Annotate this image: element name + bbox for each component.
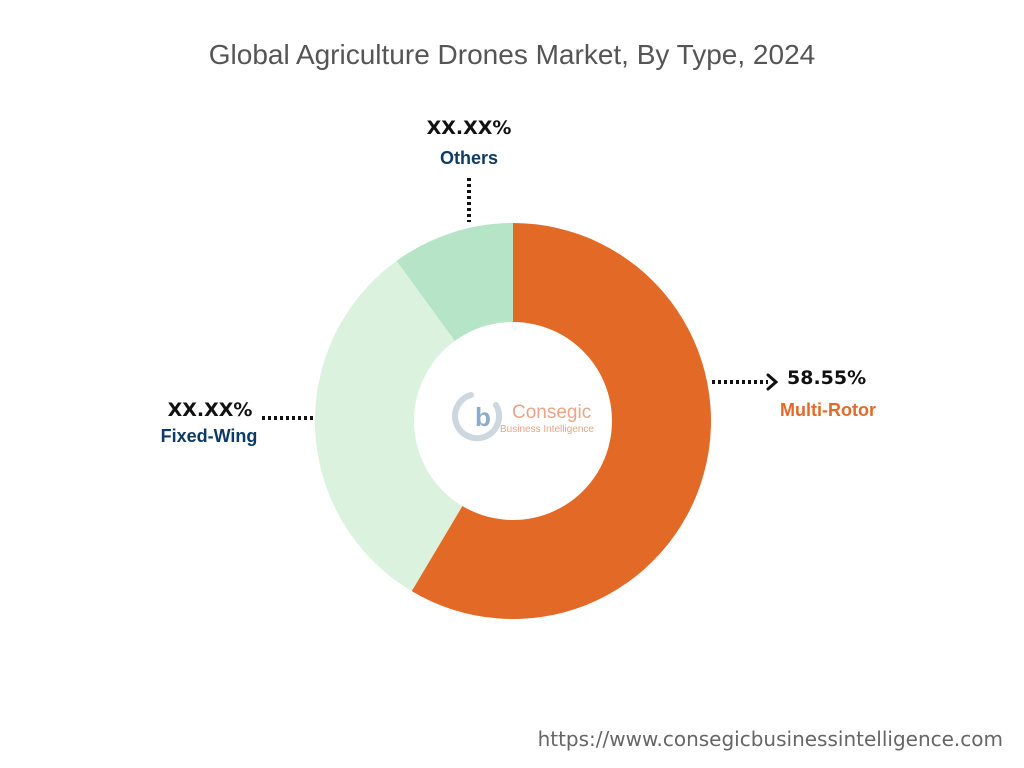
labels-layer: 58.55% Multi-Rotor XX.XX% Fixed-Wing XX.XX% O…	[161, 117, 876, 446]
leader-arrow-icon	[766, 373, 779, 391]
data-label-others: XX.XX%	[427, 117, 512, 139]
category-label-others: Others	[440, 148, 498, 168]
data-label-fixed-wing: XX.XX%	[168, 399, 253, 421]
watermark-name: Consegic	[512, 402, 591, 423]
slice-multi-rotor	[411, 223, 712, 619]
watermark-tagline: Business Intelligence	[500, 424, 594, 435]
category-label-fixed-wing: Fixed-Wing	[161, 426, 258, 446]
slice-others	[396, 223, 513, 341]
svg-text:b: b	[475, 402, 491, 432]
data-label-multi-rotor: 58.55%	[787, 367, 866, 389]
watermark: b Consegic Business Intelligence	[452, 392, 594, 442]
slice-fixed-wing	[315, 260, 463, 592]
watermark-logo-icon: b	[452, 392, 503, 442]
chart-title: Global Agriculture Drones Market, By Typ…	[209, 39, 815, 70]
leaders-layer	[262, 178, 779, 420]
category-label-multi-rotor: Multi-Rotor	[780, 400, 876, 420]
source-url: https://www.consegicbusinessintelligence…	[538, 727, 1003, 751]
slices-layer	[315, 223, 712, 619]
